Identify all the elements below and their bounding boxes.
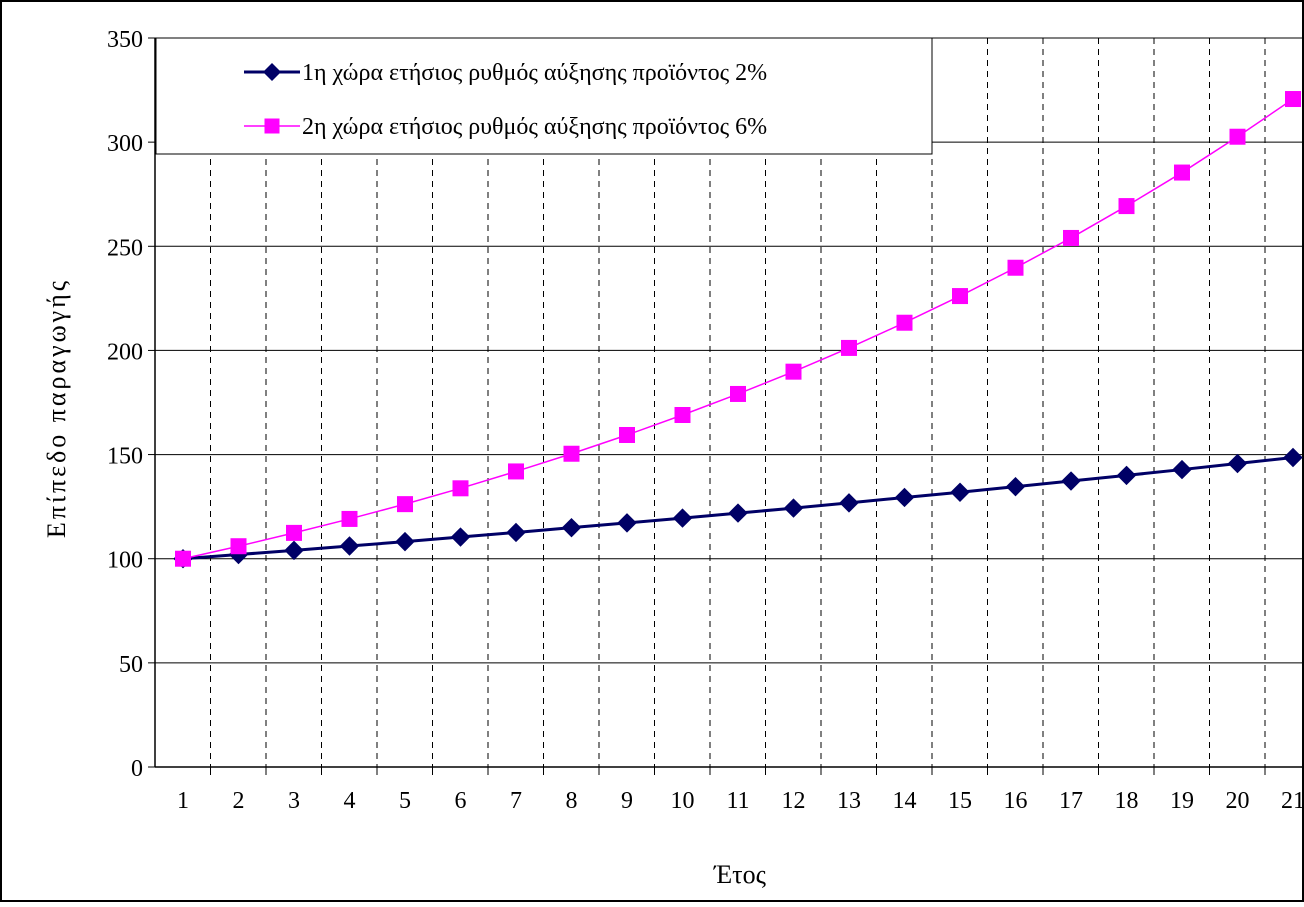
x-tick-label: 1: [177, 788, 189, 814]
data-point-square: [1063, 229, 1079, 246]
x-tick-label: 16: [1004, 788, 1028, 814]
data-point-diamond: [894, 487, 915, 508]
data-point-square: [730, 385, 746, 402]
data-point-square: [1174, 164, 1190, 181]
data-point-diamond: [672, 508, 693, 528]
data-point-diamond: [395, 531, 415, 552]
data-point-diamond: [1283, 447, 1303, 468]
x-tick-label: 2: [233, 788, 245, 814]
data-point-diamond: [506, 522, 526, 543]
x-tick-label: 17: [1059, 788, 1083, 814]
data-point-diamond: [1172, 459, 1192, 480]
data-point-square: [397, 496, 413, 513]
legend-label: 1η χώρα ετήσιος ρυθμός αύξησης προϊόντος…: [302, 60, 767, 86]
series-layer: [173, 91, 1303, 569]
x-tick-label: 19: [1170, 788, 1194, 814]
data-point-diamond: [561, 517, 582, 538]
data-point-diamond: [1061, 471, 1081, 491]
data-point-square: [508, 463, 524, 480]
x-tick-label: 8: [566, 788, 578, 814]
y-tick-label: 0: [131, 756, 143, 782]
y-tick-label: 200: [107, 339, 143, 365]
x-tick-label: 11: [726, 788, 749, 814]
y-tick-label: 300: [107, 131, 143, 157]
y-tick-label: 50: [119, 652, 143, 678]
data-point-diamond: [950, 482, 970, 502]
x-tick-label: 10: [671, 788, 695, 814]
x-tick-label: 9: [621, 788, 633, 814]
data-point-square: [1229, 128, 1246, 145]
x-tick-label: 4: [344, 788, 356, 814]
x-tick-label: 20: [1226, 788, 1250, 814]
legend-box: [155, 37, 933, 155]
x-tick-label: 3: [288, 788, 300, 814]
y-tick-label: 150: [107, 444, 143, 470]
series-2: [175, 91, 1301, 567]
data-point-diamond: [1005, 476, 1026, 497]
data-point-square: [286, 524, 302, 541]
data-point-square: [1007, 259, 1024, 276]
data-point-diamond: [839, 493, 859, 513]
x-tick-label: 12: [782, 788, 806, 814]
x-axis-title: Έτος: [713, 860, 766, 889]
data-point-square: [230, 538, 247, 555]
x-tick-label: 7: [510, 788, 522, 814]
x-tick-label: 6: [455, 788, 467, 814]
data-point-square: [785, 363, 802, 380]
data-point-diamond: [728, 503, 748, 523]
y-tick-label: 350: [107, 27, 143, 53]
x-tick-label: 13: [837, 788, 861, 814]
data-point-diamond: [450, 527, 471, 547]
y-tick-label: 250: [107, 235, 143, 261]
data-point-square: [952, 288, 968, 305]
data-point-diamond: [284, 540, 304, 561]
x-tick-label: 18: [1115, 788, 1139, 814]
data-point-square: [563, 445, 580, 462]
x-tick-label: 14: [893, 788, 917, 814]
data-point-diamond: [339, 536, 360, 556]
legend-marker-square: [264, 118, 280, 134]
grid-layer: [155, 37, 1303, 767]
legend-marker-diamond: [263, 63, 281, 81]
legend: 1η χώρα ετήσιος ρυθμός αύξησης προϊόντος…: [155, 37, 933, 155]
data-point-square: [841, 339, 857, 356]
data-point-square: [674, 406, 691, 423]
y-tick-label: 100: [107, 548, 143, 574]
y-axis-title: Επίπεδο παραγωγής: [42, 278, 71, 538]
x-tick-label: 21: [1281, 788, 1304, 814]
x-tick-label: 5: [399, 788, 411, 814]
data-point-square: [896, 314, 913, 331]
data-point-diamond: [617, 513, 637, 533]
data-point-square: [452, 480, 469, 497]
data-point-square: [619, 426, 635, 443]
data-point-diamond: [1116, 465, 1137, 486]
legend-label: 2η χώρα ετήσιος ρυθμός αύξησης προϊόντος…: [302, 114, 767, 140]
data-point-diamond: [1227, 453, 1248, 474]
data-point-square: [1118, 198, 1135, 215]
data-point-square: [1285, 91, 1301, 108]
x-tick-label: 15: [948, 788, 972, 814]
data-point-diamond: [783, 498, 804, 518]
data-point-square: [175, 550, 191, 567]
data-point-square: [341, 510, 358, 527]
